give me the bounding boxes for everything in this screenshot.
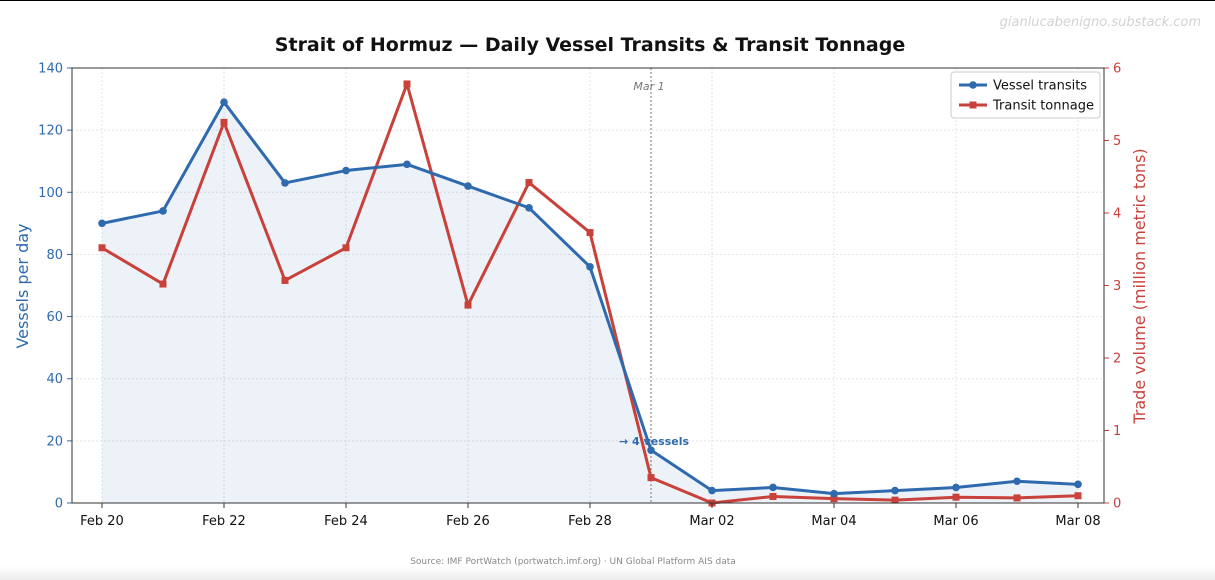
top-border (0, 0, 1215, 1)
vessel-transits-point (952, 483, 960, 492)
y-tick-label-right: 5 (1113, 134, 1121, 149)
tonnage-point (220, 118, 228, 126)
y-tick-label-left: 0 (55, 497, 63, 512)
vessel-transits-point (281, 179, 289, 187)
axes-layer: 0 20 40 60 80 100 120 140 0 1 2 3 4 5 6 Feb 20 Feb 22 Feb… (38, 62, 1121, 530)
vessel-transits-point (220, 98, 228, 106)
vessel-transits-point (464, 182, 472, 190)
x-tick-label: Feb 20 (80, 514, 124, 529)
vessel-transits-point (1013, 477, 1021, 486)
tonnage-point (830, 495, 838, 503)
text-layer: gianlucabenigno.substack.com Strait of H… (13, 15, 1201, 567)
x-tick-label: Feb 28 (568, 514, 612, 529)
y-axis-label-left: Vessels per day (13, 223, 32, 348)
tonnage-point (525, 179, 533, 187)
tonnage-point (586, 229, 594, 237)
x-tick-label: Mar 04 (811, 514, 856, 529)
y-tick-label-right: 3 (1113, 279, 1121, 294)
series-layer (98, 80, 1082, 507)
vessel-transits-point (1074, 480, 1082, 489)
tonnage-point (891, 496, 899, 504)
y-tick-label-right: 4 (1113, 207, 1121, 222)
tonnage-point (464, 301, 472, 309)
tonnage-point (342, 244, 350, 252)
legend-swatch-marker (969, 101, 977, 109)
vessel-transits-point (830, 489, 838, 498)
y-tick-label-right: 1 (1113, 424, 1121, 439)
y-tick-label-right: 0 (1113, 497, 1121, 512)
mar1-annotation-label: Mar 1 (633, 80, 664, 93)
vessel-transits-point (586, 263, 594, 271)
y-tick-label-left: 20 (46, 434, 63, 449)
vessel-transits-point (769, 483, 777, 492)
area-layer (102, 102, 1078, 503)
vessels-annotation: → 4 vessels (619, 435, 689, 448)
tonnage-point (159, 280, 167, 288)
legend-label: Vessel transits (993, 79, 1087, 94)
y-tick-label-left: 120 (38, 124, 63, 139)
y-tick-label-left: 60 (46, 310, 63, 325)
legend: Vessel transits Transit tonnage (950, 71, 1101, 119)
tonnage-point (647, 474, 655, 482)
tonnage-point (769, 492, 777, 500)
tonnage-point (98, 244, 106, 252)
bottom-bar (0, 566, 1215, 580)
x-tick-label: Mar 08 (1055, 514, 1100, 529)
source-note: Source: IMF PortWatch (portwatch.imf.org… (410, 557, 736, 566)
x-tick-label: Feb 24 (324, 514, 368, 529)
y-tick-label-right: 2 (1113, 352, 1121, 367)
y-axis-label-right: Trade volume (million metric tons) (1130, 148, 1149, 424)
chart-title: Strait of Hormuz — Daily Vessel Transits… (275, 34, 905, 56)
watermark: gianlucabenigno.substack.com (1000, 15, 1201, 30)
vessel-transits-area (102, 102, 1078, 503)
x-tick-label: Feb 26 (446, 514, 490, 529)
vessel-transits-point (98, 219, 106, 228)
x-tick-label: Mar 02 (689, 514, 734, 529)
y-tick-label-right: 6 (1113, 62, 1121, 77)
x-tick-label: Mar 06 (933, 514, 978, 529)
tonnage-point (1074, 492, 1082, 500)
tonnage-point (281, 276, 289, 284)
y-tick-label-left: 100 (38, 186, 63, 201)
y-tick-label-left: 80 (46, 248, 63, 263)
chart-svg: 0 20 40 60 80 100 120 140 0 1 2 3 4 5 6 Feb 20 Feb 22 Feb… (13, 15, 1201, 567)
vessel-transits-point (525, 204, 533, 212)
legend-label: Transit tonnage (992, 99, 1094, 114)
vessel-transits-point (647, 446, 655, 454)
y-tick-label-left: 40 (46, 372, 63, 387)
vessel-transits-point (403, 160, 411, 169)
legend-swatch-marker (969, 81, 977, 89)
tonnage-point (403, 80, 411, 88)
vessel-transits-point (891, 486, 899, 495)
vessel-transits-point (342, 166, 350, 175)
plot-frame (71, 67, 1105, 504)
tonnage-point (952, 493, 960, 501)
vessel-transits-point (708, 486, 716, 495)
vessel-transits-point (159, 207, 167, 215)
y-tick-label-left: 140 (38, 62, 63, 77)
tonnage-point (1013, 494, 1021, 502)
legend-box (950, 71, 1101, 119)
x-tick-label: Feb 22 (202, 514, 246, 529)
